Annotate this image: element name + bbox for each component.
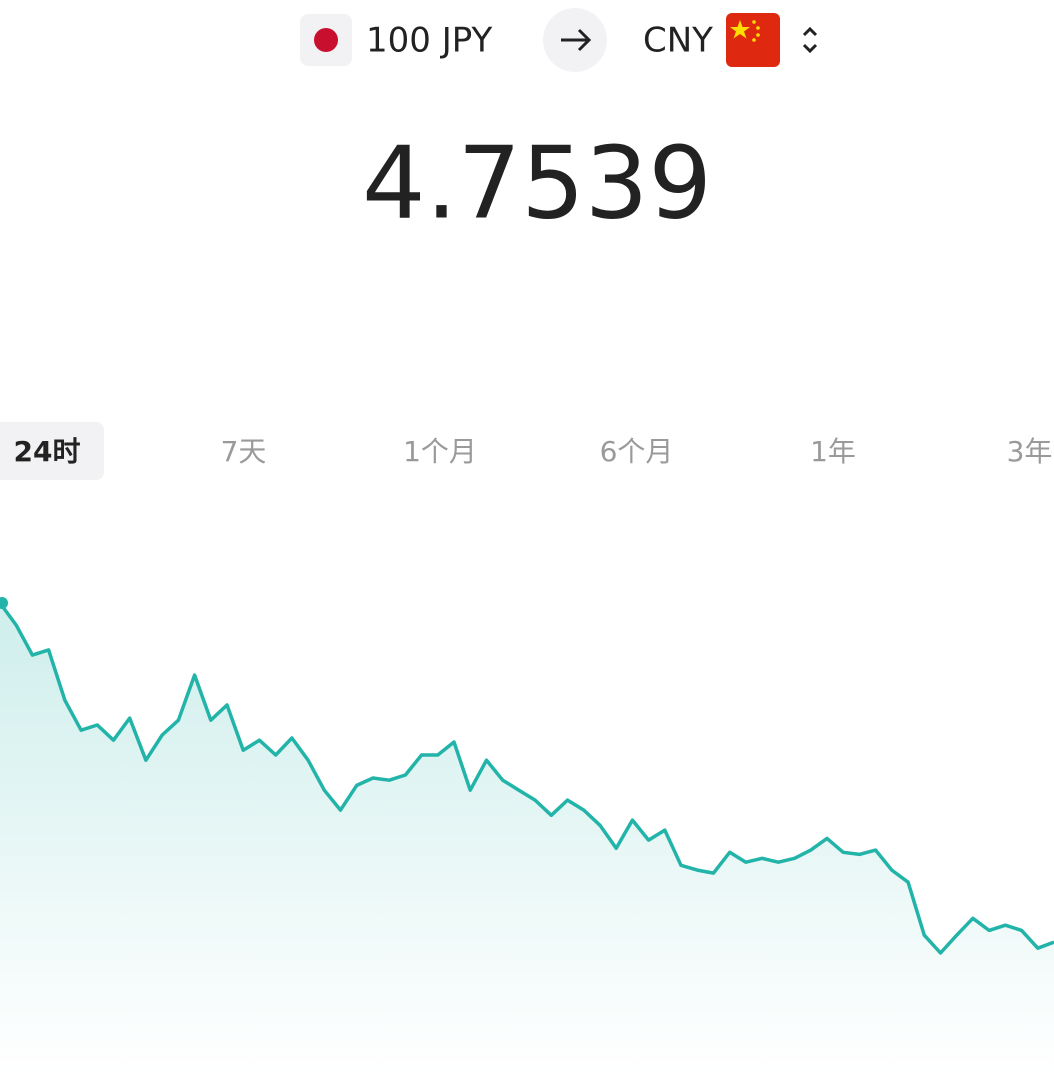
tab[interactable]: 7天 xyxy=(221,435,267,468)
tab-label: 3年 xyxy=(1007,435,1053,468)
swap-button[interactable] xyxy=(543,8,607,72)
tab[interactable]: 6个月 xyxy=(600,435,674,468)
tab-label: 7天 xyxy=(221,435,267,468)
tab[interactable]: 24时 xyxy=(0,422,104,480)
tab-label: 1年 xyxy=(810,435,856,468)
cn-flag-star xyxy=(752,38,756,42)
cn-flag-star xyxy=(756,26,760,30)
tab[interactable]: 3年 xyxy=(1007,435,1053,468)
currency-from[interactable]: 100 JPY xyxy=(300,14,492,66)
from-amount: 100 JPY xyxy=(366,21,492,61)
cn-flag-star xyxy=(756,33,760,37)
select-icon xyxy=(802,26,818,54)
jp-flag xyxy=(314,28,338,52)
start-point xyxy=(0,597,8,609)
arrow-icon xyxy=(561,28,592,52)
tab[interactable]: 1个月 xyxy=(403,435,477,468)
cn-flag-star xyxy=(730,20,750,39)
to-currency: CNY xyxy=(643,21,713,61)
currency-to[interactable]: CNY xyxy=(643,13,818,67)
tab-label: 6个月 xyxy=(600,435,674,468)
rate-line xyxy=(0,601,1054,955)
rate-value: 4.7539 xyxy=(362,124,712,241)
tab[interactable]: 1年 xyxy=(810,435,856,468)
tab-active-bg xyxy=(0,422,104,480)
area-fill xyxy=(0,603,1054,1072)
range-tabs: 24时 7天 1个月 6个月 1年 3年 xyxy=(0,422,1052,480)
chart xyxy=(0,597,1054,1072)
tab-label: 24时 xyxy=(14,435,81,468)
tab-label: 1个月 xyxy=(403,435,477,468)
cn-flag-star xyxy=(752,20,756,24)
